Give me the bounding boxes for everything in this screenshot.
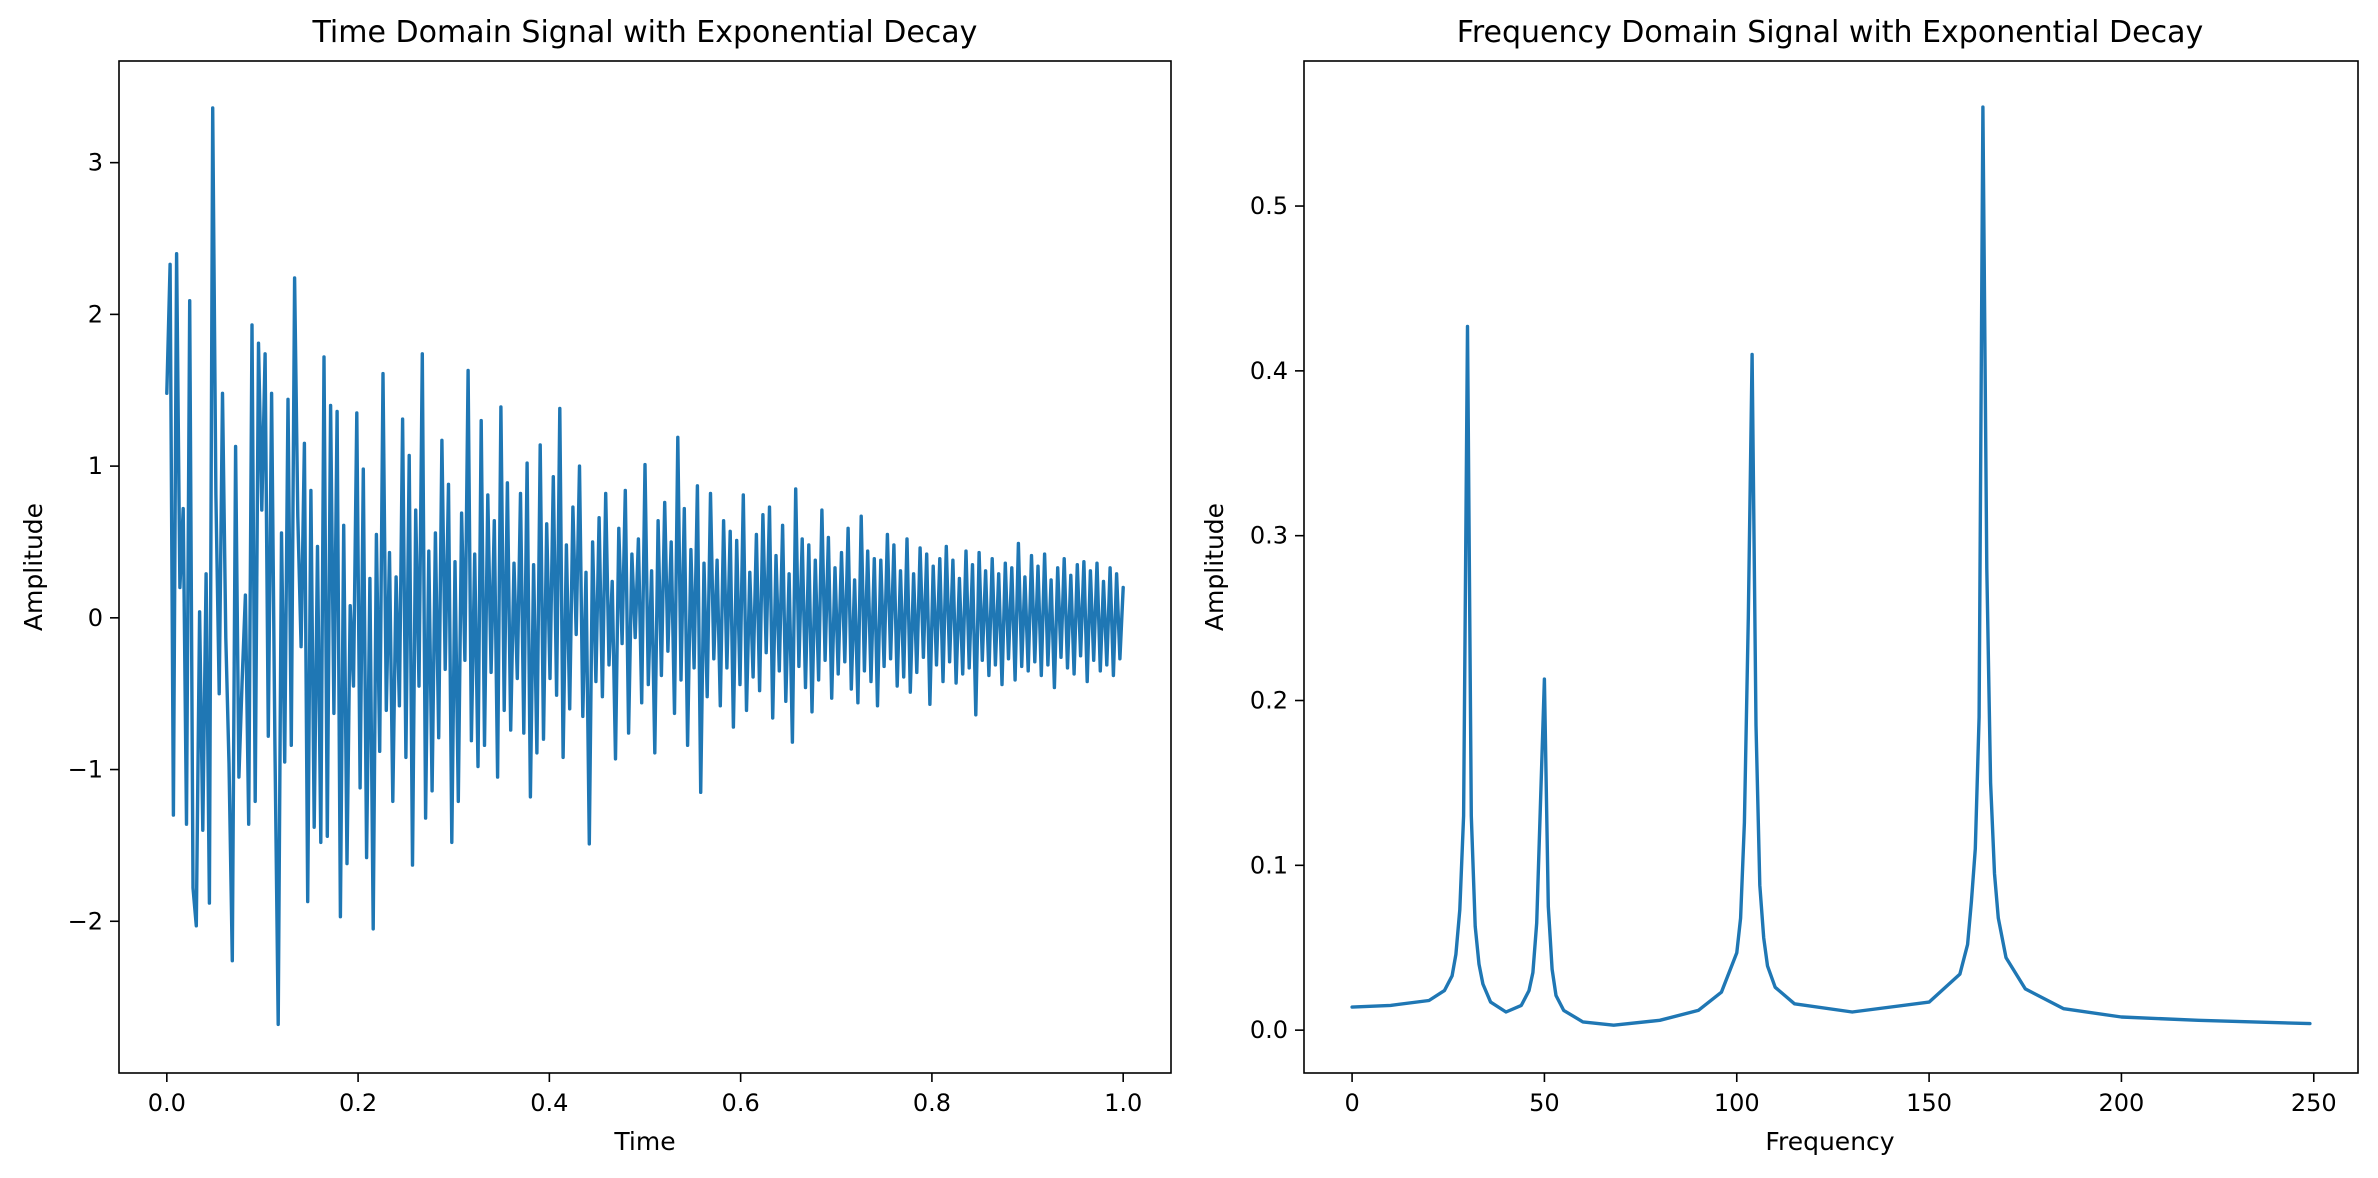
y-tick-label: −1 bbox=[68, 756, 103, 784]
chart-title: Frequency Domain Signal with Exponential… bbox=[1457, 15, 2203, 50]
series-group bbox=[1350, 105, 2312, 1027]
x-tick-label: 200 bbox=[2099, 1089, 2145, 1117]
time-domain-chart: Time Domain Signal with Exponential Deca… bbox=[19, 15, 1172, 1156]
x-tick-label: 0.8 bbox=[913, 1089, 951, 1117]
frequency-domain-chart: Frequency Domain Signal with Exponential… bbox=[1200, 15, 2359, 1156]
x-axis-label: Frequency bbox=[1765, 1127, 1894, 1156]
x-axis-ticks: 0.0 0.2 0.4 0.6 0.8 1.0 bbox=[148, 1073, 1142, 1117]
plot-frame bbox=[1303, 60, 2359, 1074]
x-axis-ticks: 0 50 100 150 200 250 bbox=[1344, 1073, 2337, 1117]
y-tick-label: 0.1 bbox=[1250, 851, 1288, 879]
y-axis-label: Amplitude bbox=[1200, 503, 1229, 631]
y-tick-label: 0.5 bbox=[1250, 192, 1288, 220]
x-tick-label: 250 bbox=[2291, 1089, 2337, 1117]
series-group bbox=[165, 106, 1125, 1027]
chart-title: Time Domain Signal with Exponential Deca… bbox=[312, 15, 978, 50]
x-tick-label: 50 bbox=[1529, 1089, 1560, 1117]
x-tick-label: 0.6 bbox=[722, 1089, 760, 1117]
y-axis-label: Amplitude bbox=[19, 503, 48, 631]
x-axis-label: Time bbox=[613, 1127, 675, 1156]
y-tick-label: 1 bbox=[88, 452, 103, 480]
x-tick-label: 0 bbox=[1344, 1089, 1359, 1117]
y-tick-label: 2 bbox=[88, 300, 103, 328]
y-tick-label: 3 bbox=[88, 149, 103, 177]
x-tick-label: 0.2 bbox=[339, 1089, 377, 1117]
x-tick-label: 1.0 bbox=[1104, 1089, 1142, 1117]
y-tick-label: 0.2 bbox=[1250, 687, 1288, 715]
x-tick-label: 0.4 bbox=[530, 1089, 568, 1117]
plot-frame bbox=[118, 60, 1172, 1074]
series-line bbox=[1350, 105, 2312, 1027]
y-tick-label: 0.4 bbox=[1250, 357, 1288, 385]
y-axis-ticks: −2 −1 0 1 2 3 bbox=[68, 149, 119, 935]
y-tick-label: 0.3 bbox=[1250, 522, 1288, 550]
y-tick-label: 0 bbox=[88, 604, 103, 632]
y-tick-label: −2 bbox=[68, 907, 103, 935]
y-axis-ticks: 0.0 0.1 0.2 0.3 0.4 0.5 bbox=[1250, 192, 1304, 1044]
x-tick-label: 150 bbox=[1906, 1089, 1952, 1117]
x-tick-label: 0.0 bbox=[148, 1089, 186, 1117]
series-line bbox=[165, 106, 1125, 1027]
y-tick-label: 0.0 bbox=[1250, 1016, 1288, 1044]
x-tick-label: 100 bbox=[1714, 1089, 1760, 1117]
